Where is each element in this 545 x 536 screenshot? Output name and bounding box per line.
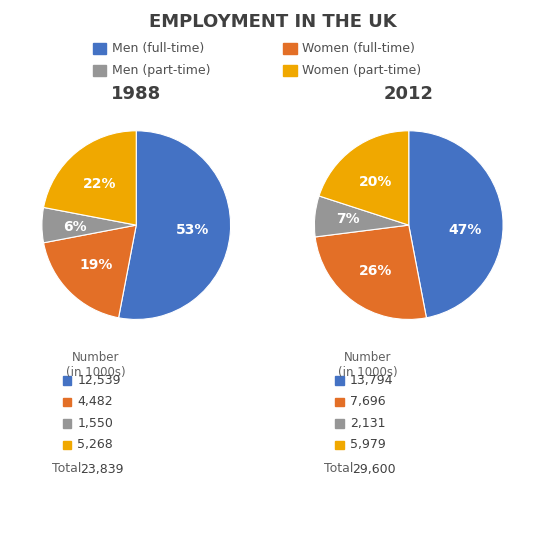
Text: Women (full-time): Women (full-time) — [302, 42, 415, 55]
Text: 5,268: 5,268 — [77, 438, 113, 451]
Text: 29,600: 29,600 — [353, 463, 396, 475]
Text: Men (full-time): Men (full-time) — [112, 42, 204, 55]
Wedge shape — [42, 207, 136, 243]
Text: 26%: 26% — [359, 264, 392, 278]
Text: 2,131: 2,131 — [350, 417, 385, 430]
Wedge shape — [314, 196, 409, 237]
Text: 13,794: 13,794 — [350, 374, 393, 387]
Text: EMPLOYMENT IN THE UK: EMPLOYMENT IN THE UK — [149, 13, 396, 32]
Text: 12,539: 12,539 — [77, 374, 121, 387]
Wedge shape — [409, 131, 503, 318]
Text: Total: Total — [52, 463, 81, 475]
Title: 1988: 1988 — [111, 85, 161, 103]
Text: Total: Total — [324, 463, 354, 475]
Text: 4,482: 4,482 — [77, 396, 113, 408]
Wedge shape — [44, 131, 136, 225]
Text: 7,696: 7,696 — [350, 396, 385, 408]
Text: 19%: 19% — [80, 258, 113, 272]
Wedge shape — [44, 225, 136, 318]
Text: 22%: 22% — [83, 177, 117, 191]
Text: 6%: 6% — [63, 220, 87, 234]
Text: 7%: 7% — [336, 212, 360, 226]
Text: 47%: 47% — [449, 224, 482, 237]
Text: 23,839: 23,839 — [80, 463, 124, 475]
Wedge shape — [319, 131, 409, 225]
Wedge shape — [119, 131, 231, 319]
Text: 5,979: 5,979 — [350, 438, 386, 451]
Title: 2012: 2012 — [384, 85, 434, 103]
Text: 20%: 20% — [359, 175, 392, 189]
Text: Number
(in 1000s): Number (in 1000s) — [338, 351, 398, 379]
Text: 53%: 53% — [176, 224, 209, 237]
Text: 1,550: 1,550 — [77, 417, 113, 430]
Text: Number
(in 1000s): Number (in 1000s) — [65, 351, 125, 379]
Text: Women (part-time): Women (part-time) — [302, 64, 422, 77]
Wedge shape — [315, 225, 426, 319]
Text: Men (part-time): Men (part-time) — [112, 64, 210, 77]
